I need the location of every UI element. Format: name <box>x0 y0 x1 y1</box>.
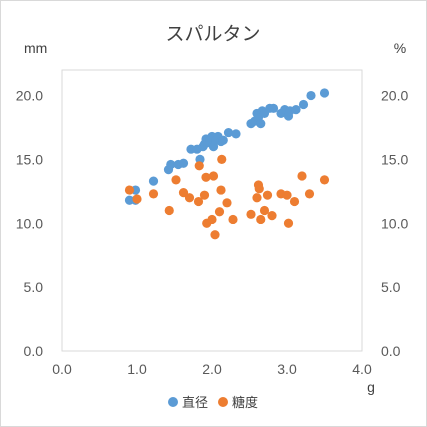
data-point <box>218 135 228 145</box>
y-right-tick-label: 20.0 <box>381 88 408 104</box>
data-point <box>256 214 266 225</box>
legend-marker <box>168 397 178 407</box>
data-point <box>282 190 292 200</box>
data-point <box>214 207 225 217</box>
y-left-tick-label: 20.0 <box>16 88 43 104</box>
legend: 直径 糖度 <box>168 395 258 410</box>
data-point <box>201 172 211 182</box>
data-point <box>207 214 217 225</box>
data-point <box>132 194 142 204</box>
series-2-points <box>124 154 330 240</box>
data-point <box>252 193 262 203</box>
y-right-tick-label: 0.0 <box>381 343 401 359</box>
data-point <box>259 205 270 216</box>
data-point <box>166 159 176 170</box>
data-points <box>124 88 330 240</box>
data-point <box>199 190 210 200</box>
data-point <box>184 193 195 203</box>
y-right-unit-label: % <box>394 40 406 56</box>
legend-label: 糖度 <box>232 395 258 410</box>
y-right-tick-label: 15.0 <box>381 151 408 167</box>
y-left-tick-label: 10.0 <box>16 215 43 231</box>
data-point <box>148 176 159 186</box>
data-point <box>262 190 273 200</box>
x-tick-label: 0.0 <box>52 361 72 377</box>
y-left-tick-labels: 0.0 5.0 10.0 15.0 20.0 <box>16 88 43 359</box>
data-point <box>228 214 238 225</box>
data-point <box>306 90 316 101</box>
legend-item: 直径 <box>168 395 208 410</box>
data-point <box>216 185 226 195</box>
data-point <box>283 218 294 228</box>
y-right-tick-label: 10.0 <box>381 215 408 231</box>
data-point <box>178 188 189 198</box>
data-point <box>297 171 307 181</box>
y-left-tick-label: 0.0 <box>24 343 44 359</box>
legend-marker <box>218 397 228 407</box>
data-point <box>208 171 219 181</box>
x-tick-label: 3.0 <box>277 361 297 377</box>
data-point <box>222 198 232 208</box>
y-right-tick-labels: 0.0 5.0 10.0 15.0 20.0 <box>381 88 408 359</box>
legend-item: 糖度 <box>218 395 258 410</box>
data-point <box>171 175 181 185</box>
data-point <box>319 175 330 185</box>
data-point <box>246 209 256 219</box>
data-point <box>304 189 315 199</box>
x-unit-label: g <box>367 379 375 395</box>
data-point <box>289 196 300 207</box>
data-point <box>256 119 266 129</box>
data-point <box>164 205 174 216</box>
data-point <box>194 161 204 171</box>
x-tick-label: 4.0 <box>352 361 372 377</box>
plot-area <box>61 69 363 352</box>
data-point <box>267 211 277 221</box>
y-left-unit-label: mm <box>24 40 47 56</box>
data-point <box>319 88 330 98</box>
legend-label: 直径 <box>182 395 208 410</box>
y-left-tick-label: 5.0 <box>24 279 44 295</box>
y-left-tick-label: 15.0 <box>16 151 43 167</box>
data-point <box>124 185 135 195</box>
data-point <box>210 230 220 240</box>
data-point <box>231 129 241 139</box>
x-tick-label: 1.0 <box>127 361 147 377</box>
data-point <box>223 127 234 138</box>
data-point <box>298 99 309 110</box>
x-tick-labels: 0.0 1.0 2.0 3.0 4.0 <box>52 361 372 377</box>
data-point <box>291 104 301 115</box>
data-point <box>254 184 264 194</box>
series-1-points <box>124 88 330 205</box>
data-point <box>268 103 279 113</box>
y-right-tick-label: 5.0 <box>381 279 401 295</box>
data-point <box>217 154 227 165</box>
data-point <box>148 189 159 199</box>
data-point <box>193 196 204 207</box>
data-point <box>178 158 189 168</box>
chart-title: スパルタン <box>165 23 260 45</box>
x-tick-label: 2.0 <box>202 361 222 377</box>
